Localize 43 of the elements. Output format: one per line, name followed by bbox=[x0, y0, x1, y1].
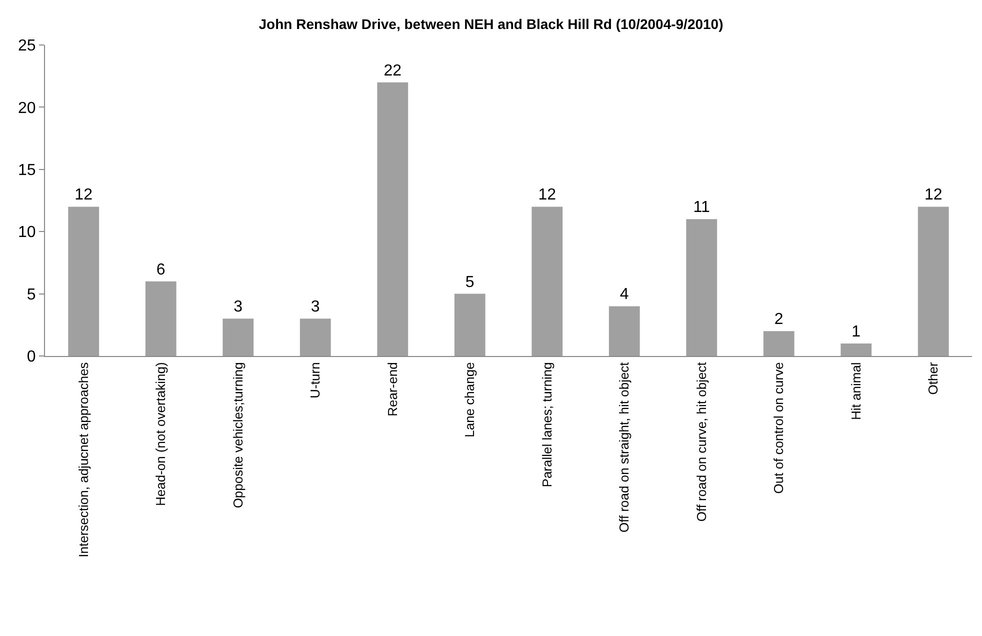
data-label: 12 bbox=[924, 186, 942, 204]
bar bbox=[68, 206, 100, 356]
bar bbox=[763, 331, 794, 356]
data-label: 4 bbox=[620, 286, 629, 304]
x-tick-label: Off road on straight, hit object bbox=[616, 362, 632, 533]
data-label: 12 bbox=[538, 186, 556, 204]
data-label: 6 bbox=[156, 261, 166, 278]
data-label: 2 bbox=[774, 311, 784, 328]
bar bbox=[454, 294, 486, 356]
data-label: 22 bbox=[384, 62, 402, 80]
x-tick-label: Opposite vehicles;turning bbox=[230, 362, 246, 508]
chart-title: John Renshaw Drive, between NEH and Black Hill Rd (10/2004-9/2010) bbox=[258, 16, 724, 32]
data-label: 3 bbox=[310, 298, 320, 316]
x-tick-label: Other bbox=[926, 362, 941, 395]
x-tick-label: U-turn bbox=[308, 362, 323, 398]
x-tick-label: Parallel lanes; turning bbox=[539, 362, 554, 488]
bar bbox=[145, 281, 176, 356]
x-tick-label: Off road on curve, hit object bbox=[694, 362, 709, 522]
x-tick-label: Hit animal bbox=[848, 362, 864, 420]
data-label: 1 bbox=[852, 324, 861, 341]
bar bbox=[377, 82, 408, 356]
bar bbox=[222, 318, 254, 356]
y-tick-label: 0 bbox=[26, 348, 36, 366]
x-tick-label: Intersection, adjucnet approaches bbox=[76, 362, 91, 558]
bar bbox=[608, 306, 640, 356]
y-tick-label: 5 bbox=[26, 286, 36, 304]
bar bbox=[918, 206, 949, 356]
y-tick-label: 15 bbox=[18, 162, 36, 179]
x-tick-label: Rear-end bbox=[384, 362, 400, 416]
bar bbox=[840, 344, 872, 356]
y-tick-label: 25 bbox=[18, 38, 36, 55]
bar bbox=[300, 318, 331, 356]
data-label: 3 bbox=[234, 298, 243, 316]
data-label: 5 bbox=[465, 274, 474, 291]
x-tick-label: Out of control on curve bbox=[771, 362, 786, 494]
x-tick-label: Lane change bbox=[462, 362, 478, 438]
y-tick-label: 10 bbox=[18, 224, 36, 242]
bar bbox=[532, 206, 563, 356]
data-label: 12 bbox=[74, 186, 93, 204]
y-tick-label: 20 bbox=[18, 100, 36, 117]
data-label: 11 bbox=[693, 199, 710, 216]
x-tick-label: Head-on (not overtaking) bbox=[153, 362, 168, 506]
bar bbox=[686, 219, 718, 356]
